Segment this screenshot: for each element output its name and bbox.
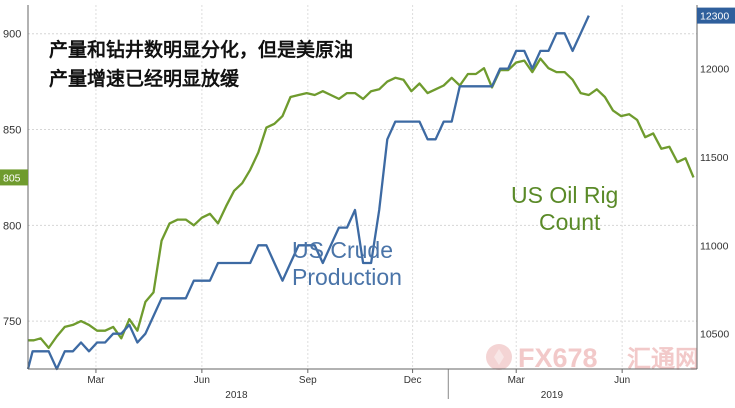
grid-lines xyxy=(28,5,697,399)
x-axis-ticks: Mar Jun Sep Dec Mar Jun 2018 2019 xyxy=(87,369,630,401)
rig-count-annotation-line: US Oil Rig xyxy=(511,182,618,208)
left-tick-label: 900 xyxy=(3,29,21,41)
series-lines xyxy=(26,15,695,371)
x-tick-label: Jun xyxy=(614,375,630,386)
x-tick-label: Dec xyxy=(404,375,422,386)
crude-production-last-value-tag: 12300 xyxy=(697,7,735,24)
right-tick-label: 12000 xyxy=(700,64,729,76)
last-value-tag-bg xyxy=(0,169,28,186)
watermark-text: FX678 xyxy=(518,343,598,373)
rig-count-line xyxy=(28,57,695,350)
last-value-tag-bg xyxy=(697,7,735,24)
right-axis-ticks: 10500 11000 11500 12000 12300 xyxy=(700,11,729,341)
left-tick-label: 750 xyxy=(3,316,21,328)
right-tick-label: 10500 xyxy=(700,329,729,341)
rig-count-annotation-line: Count xyxy=(539,209,601,235)
x-tick-label: Mar xyxy=(508,375,526,386)
last-value-tag-text: 805 xyxy=(3,172,21,184)
crude-production-annotation-line: Production xyxy=(292,264,402,290)
crude-production-annotation-line: US Crude xyxy=(292,237,393,263)
right-tick-label: 11000 xyxy=(700,240,729,252)
chart-title: 产量和钻井数明显分化，但是美原油 产量增速已经明显放缓 xyxy=(49,38,353,90)
x-tick-label: Sep xyxy=(299,375,317,386)
right-tick-label: 11500 xyxy=(700,152,729,164)
rig-count-last-value-tag: 805 xyxy=(0,169,28,186)
x-tick-label: Jun xyxy=(194,375,210,386)
watermark-subtitle: 汇通网 xyxy=(627,345,699,373)
x-tick-label: Mar xyxy=(87,375,105,386)
last-value-tag-text: 12300 xyxy=(700,11,729,23)
series-annotations: US Crude Production US Oil Rig Count xyxy=(292,182,618,290)
left-tick-label: 850 xyxy=(3,125,21,137)
rig-count-annotation: US Oil Rig Count xyxy=(511,182,618,235)
left-axis-ticks: 750 800 850 900 xyxy=(3,29,21,328)
watermark: FX678 汇通网 xyxy=(486,343,699,373)
title-line-2: 产量增速已经明显放缓 xyxy=(49,67,240,90)
crude-production-annotation: US Crude Production xyxy=(292,237,402,290)
title-line-1: 产量和钻井数明显分化，但是美原油 xyxy=(49,38,353,61)
x-year-label: 2018 xyxy=(225,390,248,401)
left-tick-label: 800 xyxy=(3,220,21,232)
x-year-label: 2019 xyxy=(541,390,564,401)
crude-production-line xyxy=(26,15,590,371)
